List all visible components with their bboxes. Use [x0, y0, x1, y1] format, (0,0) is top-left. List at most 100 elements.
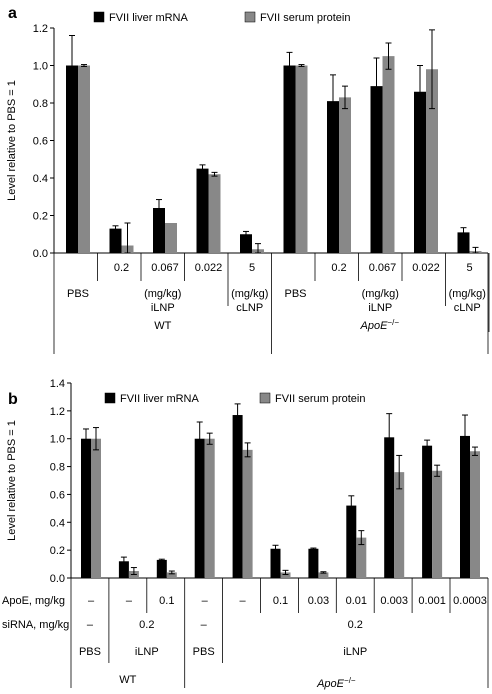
y-tick-label-b-6: 1.2: [50, 406, 65, 418]
bar-b-1-0: [91, 438, 101, 578]
apoe-dose-b-3: –: [202, 595, 209, 607]
y-tick-label-a-5: 1.0: [33, 61, 48, 73]
bar-a-1-3: [208, 174, 221, 253]
category-label-a-7: 0.067: [369, 262, 397, 274]
y-tick-label-a-4: 0.8: [33, 98, 48, 110]
genotype-label-a-apoe: ApoE−/−: [360, 318, 400, 333]
bar-b-0-6: [308, 548, 319, 578]
category-label-a-1: 0.2: [114, 262, 129, 274]
legend-label-b-0: FVII liver mRNA: [120, 393, 200, 405]
y-tick-label-b-0: 0.0: [50, 573, 65, 585]
legend-label-b-1: FVII serum protein: [275, 393, 365, 405]
sirna-dose-b-2: –: [201, 619, 208, 631]
bar-b-1-10: [470, 451, 480, 578]
legend-swatch-a-1: [244, 11, 256, 23]
category-label-a-9: 5: [466, 262, 472, 274]
group-unit-a-2: (mg/kg): [362, 288, 399, 300]
sirna-dose-b-0: –: [87, 619, 94, 631]
genotype-label-b-wt: WT: [119, 674, 136, 686]
apoe-dose-b-8: 0.003: [380, 595, 408, 607]
apoe-dose-b-6: 0.03: [308, 595, 329, 607]
y-tick-label-a-1: 0.2: [33, 211, 48, 223]
apoe-dose-b-2: 0.1: [159, 595, 174, 607]
category-label-a-5: PBS: [284, 288, 306, 300]
bar-b-1-4: [242, 449, 253, 578]
sirna-dose-b-1: 0.2: [139, 619, 154, 631]
bar-a-1-7: [382, 56, 395, 253]
legend-label-a-1: FVII serum protein: [260, 12, 350, 24]
y-tick-label-b-1: 0.2: [50, 545, 65, 557]
y-tick-label-b-4: 0.8: [50, 462, 65, 474]
bar-a-1-6: [339, 97, 351, 253]
bar-b-1-6: [318, 572, 329, 578]
formulation-b-3: iLNP: [343, 646, 367, 658]
y-tick-label-b-3: 0.6: [50, 489, 65, 501]
bar-b-1-8: [394, 472, 405, 578]
bar-a-1-0: [78, 65, 90, 253]
bar-b-0-5: [270, 548, 281, 578]
bar-b-0-8: [384, 437, 395, 578]
row-label-apoe: ApoE, mg/kg: [2, 595, 65, 607]
formulation-b-2: PBS: [193, 646, 215, 658]
bar-b-0-7: [346, 505, 357, 578]
bar-a-0-5: [283, 65, 296, 253]
y-tick-label-a-2: 0.4: [33, 173, 48, 185]
bar-a-0-1: [109, 228, 122, 253]
bar-b-0-4: [232, 415, 243, 578]
apoe-dose-b-7: 0.01: [346, 595, 367, 607]
group-unit-a-0: (mg/kg): [144, 288, 181, 300]
bar-b-0-2: [156, 559, 167, 578]
bar-b-1-9: [432, 470, 443, 578]
category-label-a-8: 0.022: [412, 262, 440, 274]
y-tick-label-b-2: 0.4: [50, 517, 65, 529]
bar-a-0-6: [327, 101, 339, 253]
apoe-dose-b-5: 0.1: [273, 595, 288, 607]
legend-swatch-b-0: [104, 392, 116, 404]
apoe-dose-b-1: –: [126, 595, 133, 607]
y-axis-label-b: Level relative to PBS = 1: [6, 420, 18, 541]
panel-letter-b: b: [8, 391, 18, 408]
formulation-b-1: iLNP: [135, 646, 159, 658]
y-tick-label-a-3: 0.6: [33, 136, 48, 148]
sirna-dose-b-3: 0.2: [348, 619, 363, 631]
bar-a-0-2: [153, 208, 165, 253]
y-tick-label-b-5: 1.0: [50, 434, 65, 446]
y-axis-label-a: Level relative to PBS = 1: [6, 80, 18, 201]
bar-b-1-2: [166, 572, 177, 578]
category-label-a-3: 0.022: [195, 262, 223, 274]
bar-a-0-7: [370, 86, 383, 253]
bar-a-0-3: [196, 168, 209, 253]
category-label-a-4: 5: [249, 262, 255, 274]
bar-a-0-8: [414, 91, 426, 253]
category-label-a-2: 0.067: [151, 262, 179, 274]
group-form-a-3: cLNP: [454, 302, 481, 314]
bar-b-0-1: [118, 561, 129, 578]
bar-b-1-5: [280, 572, 291, 578]
bar-b-1-7: [356, 537, 367, 578]
group-form-a-2: iLNP: [368, 302, 392, 314]
y-tick-label-a-0: 0.0: [33, 248, 48, 260]
apoe-dose-b-0: –: [88, 595, 95, 607]
category-label-a-6: 0.2: [331, 262, 346, 274]
legend-label-a-0: FVII liver mRNA: [109, 12, 189, 24]
bar-b-0-9: [422, 445, 433, 578]
group-form-a-0: iLNP: [151, 302, 175, 314]
legend-swatch-b-1: [259, 392, 271, 404]
y-tick-label-a-6: 1.2: [33, 23, 48, 35]
apoe-dose-b-10: 0.0003: [453, 595, 487, 607]
genotype-label-a-wt: WT: [154, 320, 171, 332]
bar-b-0-10: [460, 435, 470, 578]
group-form-a-1: cLNP: [236, 302, 263, 314]
bar-a-0-4: [240, 234, 252, 253]
group-unit-a-1: (mg/kg): [231, 288, 268, 300]
bar-a-0-0: [66, 65, 78, 253]
group-unit-a-3: (mg/kg): [449, 288, 486, 300]
category-label-a-0: PBS: [67, 288, 89, 300]
bar-a-1-5: [295, 65, 308, 253]
apoe-dose-b-4: –: [240, 595, 247, 607]
genotype-label-b-apoe: ApoE−/−: [316, 676, 356, 691]
bar-a-1-8: [426, 69, 438, 253]
apoe-dose-b-9: 0.001: [418, 595, 446, 607]
bar-b-1-3: [204, 438, 215, 578]
